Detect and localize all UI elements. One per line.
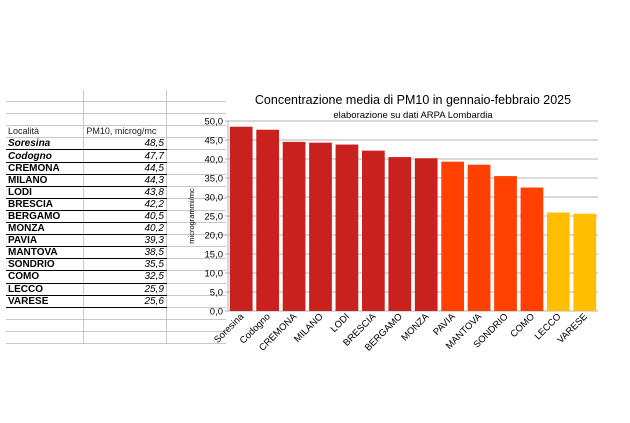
- localita-cell: BERGAMO: [6, 210, 85, 224]
- localita-cell: MILANO: [6, 174, 85, 187]
- pm10-value-cell: 47,7: [83, 149, 167, 163]
- table-row: COMO 32,5: [6, 270, 226, 284]
- table-row: MILANO 44,3: [6, 174, 226, 187]
- localita-cell: MANTOVA: [6, 246, 85, 260]
- bar-como: [520, 187, 544, 311]
- table-header-row: Località PM10, microg/mc: [6, 125, 226, 139]
- y-tick-label: 30,0: [205, 193, 224, 204]
- table-row: MANTOVA 38,5: [6, 246, 226, 260]
- y-axis-label: microgrammi/mc: [187, 188, 196, 244]
- localita-cell: COMO: [6, 270, 85, 284]
- pm10-value-cell: 43,8: [83, 186, 167, 199]
- y-tick-label: 5,0: [210, 288, 223, 299]
- localita-cell: PAVIA: [6, 234, 85, 248]
- y-tick-label: 20,0: [205, 231, 224, 242]
- pm10-value-cell: 48,5: [83, 137, 167, 151]
- table-row: MONZA 40,2: [6, 222, 226, 236]
- chart-title: Concentrazione media di PM10 in gennaio-…: [255, 93, 571, 107]
- localita-cell: SONDRIO: [6, 258, 85, 272]
- y-tick-label: 50,0: [205, 117, 224, 128]
- x-tick-label: LODI: [329, 311, 352, 334]
- pm10-bar-chart: Concentrazione media di PM10 in gennaio-…: [187, 93, 598, 354]
- x-tick-label: MILANO: [292, 311, 326, 345]
- localita-cell: LODI: [6, 186, 85, 199]
- pm10-value-cell: 40,5: [83, 210, 167, 224]
- blank-row: [6, 113, 226, 127]
- localita-cell: VARESE: [6, 295, 85, 308]
- bars: [229, 126, 597, 311]
- localita-cell: LECCO: [6, 283, 85, 296]
- blank-row: [6, 331, 226, 344]
- bar-monza: [414, 158, 438, 311]
- bar-varese: [573, 213, 597, 311]
- blank-row: [6, 307, 226, 320]
- localita-cell: Codogno: [6, 149, 85, 163]
- table-row: VARESE 25,6: [6, 295, 226, 308]
- pm10-value-cell: 40,2: [83, 222, 167, 236]
- y-tick-label: 10,0: [205, 269, 224, 280]
- localita-cell: BRESCIA: [6, 198, 85, 211]
- localita-cell: CREMONA: [6, 162, 85, 175]
- bar-milano: [309, 142, 332, 311]
- pm10-value-cell: 44,5: [83, 162, 167, 175]
- chart-subtitle: elaborazione su dati ARPA Lombardia: [333, 110, 493, 121]
- table-row: SONDRIO 35,5: [6, 258, 226, 272]
- table-row: PAVIA 39,3: [6, 234, 226, 248]
- localita-cell: MONZA: [6, 222, 85, 236]
- bar-sondrio: [494, 176, 517, 311]
- bar-mantova: [467, 164, 491, 311]
- bar-brescia: [361, 150, 385, 311]
- blank-row: [6, 319, 226, 332]
- pm10-value-cell: 42,2: [83, 198, 167, 211]
- table-row: Codogno 47,7: [6, 149, 226, 163]
- y-tick-label: 0,0: [210, 307, 223, 318]
- spreadsheet-table: Località PM10, microg/mc Soresina 48,5 Cod…: [6, 90, 226, 344]
- pm10-value-cell: 32,5: [83, 270, 167, 284]
- pm10-value-cell: 25,9: [83, 283, 167, 296]
- bar-pavia: [441, 161, 465, 311]
- y-tick-label: 25,0: [205, 212, 224, 223]
- table-row: BERGAMO 40,5: [6, 210, 226, 224]
- y-tick-label: 15,0: [205, 250, 224, 261]
- pm10-value-cell: 39,3: [83, 234, 167, 248]
- bar-codogno: [256, 129, 280, 311]
- bar-cremona: [282, 141, 306, 311]
- y-tick-label: 40,0: [205, 155, 224, 166]
- table-row: BRESCIA 42,2: [6, 198, 226, 211]
- table-row: LODI 43,8: [6, 186, 226, 199]
- blank-row: [6, 101, 226, 115]
- blank-row: [6, 90, 226, 103]
- y-tick-labels: 0,0 5,0 10,0 15,0 20,0 25,0 30,0 35,0 40,0 45,0 50…: [205, 117, 224, 318]
- table-row: Soresina 48,5: [6, 137, 226, 151]
- localita-cell: Soresina: [6, 137, 85, 151]
- bar-lecco: [546, 212, 570, 311]
- bar-soresina: [229, 126, 253, 311]
- pm10-value-cell: 44,3: [83, 174, 167, 187]
- table-row: CREMONA 44,5: [6, 162, 226, 175]
- header-localita: Località: [6, 125, 85, 139]
- bar-lodi: [335, 144, 359, 311]
- table-row: LECCO 25,9: [6, 283, 226, 296]
- pm10-value-cell: 35,5: [83, 258, 167, 272]
- bar-bergamo: [388, 157, 412, 311]
- x-tick-label: MONZA: [399, 311, 432, 344]
- header-pm10: PM10, microg/mc: [83, 125, 167, 139]
- pm10-value-cell: 25,6: [83, 295, 167, 308]
- y-tick-label: 35,0: [205, 174, 224, 185]
- pm10-value-cell: 38,5: [83, 246, 167, 260]
- y-tick-label: 45,0: [205, 136, 224, 147]
